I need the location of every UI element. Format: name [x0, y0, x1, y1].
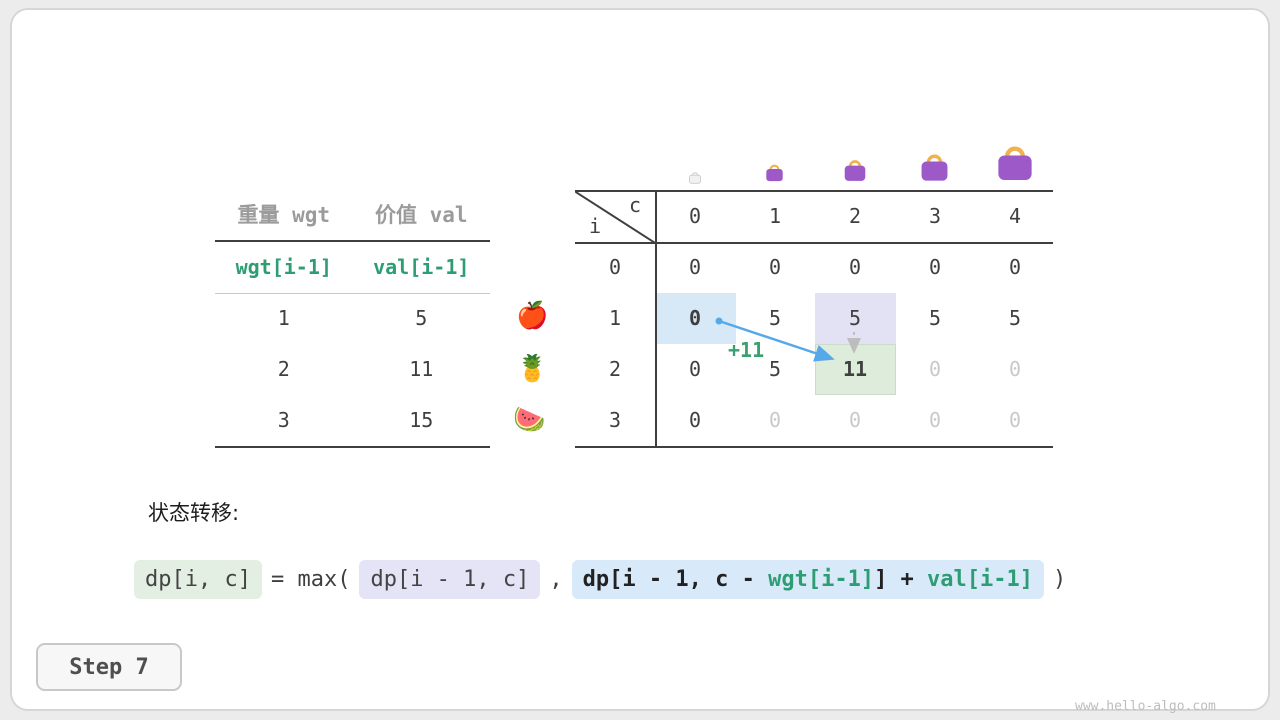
items-col-weight-header: 重量 wgt	[237, 203, 331, 227]
dp-col-header: 4	[1008, 204, 1022, 228]
divider	[215, 446, 490, 448]
items-row: 3 15	[215, 395, 490, 446]
items-value-expr: val[i-1]	[373, 255, 470, 279]
divider	[215, 293, 490, 294]
dp-cell: 5	[768, 306, 782, 330]
dp-col-header: 1	[768, 204, 782, 228]
dp-row-header: 0	[608, 255, 622, 279]
dp-cell: 0	[1008, 255, 1022, 279]
item-value: 5	[415, 306, 428, 330]
dp-cell: 5	[768, 357, 782, 381]
dp-cell: 0	[848, 255, 862, 279]
pineapple-icon: 🍍	[516, 354, 549, 384]
items-col-value-header: 价值 val	[374, 203, 468, 227]
bag-icon-capacity-3	[918, 152, 951, 186]
dp-cell: 0	[688, 255, 702, 279]
item-weight: 2	[277, 357, 290, 381]
empty-bag-icon	[688, 169, 702, 188]
dp-cell: 0	[768, 408, 782, 432]
items-weight-expr: wgt[i-1]	[235, 255, 332, 279]
dp-col-header: 2	[848, 204, 862, 228]
items-row: 2 11	[215, 344, 490, 395]
dp-row-header: 1	[608, 306, 622, 330]
step-badge: Step 7	[36, 643, 182, 691]
dp-row-header: 3	[608, 408, 622, 432]
formula-skip-chip: dp[i - 1, c]	[359, 560, 541, 599]
formula-val-part: val[i-1]	[927, 567, 1034, 592]
dp-table-header-border	[575, 242, 1053, 244]
formula-take-part: ] +	[874, 567, 928, 592]
item-value: 11	[409, 357, 434, 381]
dp-row-header: 2	[608, 357, 622, 381]
bag-icon-capacity-2	[842, 158, 868, 186]
dp-cell: 11	[842, 357, 868, 381]
formula-comma: ,	[549, 567, 563, 592]
dp-table-top-border	[575, 190, 1053, 192]
items-subheader-row: wgt[i-1] val[i-1]	[215, 242, 490, 293]
transition-formula: dp[i, c] = max( dp[i - 1, c] , dp[i - 1,…	[134, 560, 1066, 599]
items-header-row: 重量 wgt 价值 val	[215, 190, 490, 240]
formula-equals-max: = max(	[270, 567, 351, 592]
formula-take-chip: dp[i - 1, c - wgt[i-1]] + val[i-1]	[571, 560, 1045, 599]
dp-cell: 5	[848, 306, 862, 330]
item-weight: 3	[277, 408, 290, 432]
dp-col-header: 0	[688, 204, 702, 228]
dp-cell: 0	[688, 306, 702, 330]
formula-lhs-chip: dp[i, c]	[134, 560, 262, 599]
state-transition-label: 状态转移:	[148, 501, 240, 525]
dp-cell: 0	[928, 357, 942, 381]
item-value: 15	[409, 408, 434, 432]
value-gain-annotation: +11	[728, 338, 765, 362]
formula-close-paren: )	[1053, 567, 1067, 592]
bag-icon-capacity-1	[764, 163, 785, 186]
dp-cell: 0	[928, 408, 942, 432]
dp-table-vertical-border	[655, 190, 657, 446]
dp-cell: 0	[688, 408, 702, 432]
watermelon-icon: 🍉	[513, 405, 546, 435]
divider	[215, 240, 490, 242]
dp-corner-row-label: i	[588, 214, 602, 238]
formula-take-part: dp[i - 1, c -	[582, 567, 769, 592]
apple-icon: 🍎	[516, 301, 549, 331]
dp-cell: 0	[768, 255, 782, 279]
dp-cell: 0	[848, 408, 862, 432]
dp-cell: 5	[928, 306, 942, 330]
items-row: 1 5	[215, 293, 490, 344]
dp-cell: 0	[1008, 408, 1022, 432]
dp-table-bottom-border	[575, 446, 1053, 448]
formula-wgt-part: wgt[i-1]	[768, 567, 875, 592]
site-watermark: www.hello-algo.com	[1075, 699, 1216, 714]
dp-cell: 0	[688, 357, 702, 381]
bag-icon-capacity-4	[994, 143, 1036, 186]
dp-cell: 5	[1008, 306, 1022, 330]
dp-cell: 0	[928, 255, 942, 279]
dp-cell: 0	[1008, 357, 1022, 381]
item-weight: 1	[277, 306, 290, 330]
dp-corner-col-label: c	[628, 193, 642, 217]
dp-col-header: 3	[928, 204, 942, 228]
